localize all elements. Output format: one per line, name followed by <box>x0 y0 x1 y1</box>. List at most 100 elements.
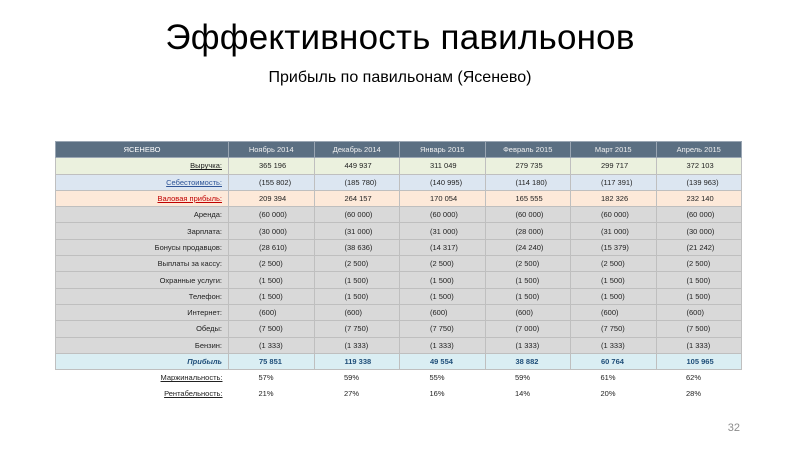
table-cell: (31 000) <box>399 222 486 240</box>
row-label: Выплаты за кассу: <box>55 255 229 273</box>
row-label: Аренда: <box>55 206 229 224</box>
table-cell: 57% <box>228 369 314 386</box>
table-cell: (1 333) <box>313 336 400 354</box>
table-cell: (600) <box>399 303 486 322</box>
table-cell: (2 500) <box>484 255 571 273</box>
row-label: Интернет: <box>55 303 229 322</box>
table-cell: 365 196 <box>228 157 315 175</box>
table-cell: (7 750) <box>399 320 486 338</box>
table-cell: (1 500) <box>484 287 571 305</box>
table-row-internet: Интернет: (600) (600) (600) (600) (600) … <box>55 303 742 322</box>
table-cell: 182 326 <box>570 189 657 208</box>
table-cell: (7 000) <box>484 320 571 338</box>
table-cell: (1 500) <box>228 287 315 305</box>
table-cell: 21% <box>228 385 314 401</box>
table-cell: (600) <box>228 303 315 322</box>
row-label: Зарплата: <box>55 222 229 240</box>
row-label: Прибыль <box>55 352 229 371</box>
table-cell: (1 500) <box>313 287 400 305</box>
page-subtitle: Прибыль по павильонам (Ясенево) <box>268 69 532 86</box>
table-cell: (1 500) <box>570 271 657 289</box>
table-cell: 279 735 <box>484 157 571 175</box>
table-cell: 311 049 <box>399 157 486 175</box>
table-cell: (60 000) <box>484 206 571 224</box>
table-cell: 16% <box>399 385 485 401</box>
table-cell: 38 882 <box>484 352 571 371</box>
table-row-margin: Маржинальность: 57% 59% 55% 59% 61% 62% <box>55 369 742 386</box>
table-cell: 165 555 <box>484 189 571 208</box>
table-cell: 49 554 <box>399 352 486 371</box>
table-cell: (60 000) <box>313 206 400 224</box>
table-cell: (30 000) <box>228 222 315 240</box>
table-cell: 14% <box>485 385 571 401</box>
table-cell: (1 333) <box>484 336 571 354</box>
table-row-seller-bonuses: Бонусы продавцов: (28 610) (38 636) (14 … <box>55 238 742 257</box>
table-cell: 75 851 <box>228 352 315 371</box>
table-cell: 449 937 <box>313 157 400 175</box>
table-cell: (21 242) <box>655 238 742 257</box>
column-header: Декабрь 2014 <box>313 140 400 159</box>
table-cell: (155 802) <box>228 173 315 191</box>
table-cell: (60 000) <box>570 206 657 224</box>
table-cell: 170 054 <box>399 189 486 208</box>
table-cell: 59% <box>485 369 571 386</box>
table-cell: (7 500) <box>228 320 315 338</box>
table-cell: (1 500) <box>399 271 486 289</box>
column-header: Февраль 2015 <box>484 140 571 159</box>
table-cell: 232 140 <box>655 189 742 208</box>
row-label: Маржинальность: <box>55 369 229 386</box>
page-title: Эффективность павильонов <box>165 18 635 57</box>
table-cell: (7 750) <box>570 320 657 338</box>
table-cell: (2 500) <box>399 255 486 273</box>
slide-number: 32 <box>727 422 740 434</box>
table-row-profitability: Рентабельность: 21% 27% 16% 14% 20% 28% <box>55 385 742 401</box>
table-cell: (1 333) <box>655 336 742 354</box>
table-cell: (28 610) <box>228 238 315 257</box>
column-header: Март 2015 <box>570 140 657 159</box>
table-cell: 62% <box>656 369 742 386</box>
table-row-cost: Себестоимость: (155 802) (185 780) (140 … <box>55 173 742 191</box>
row-label: Валовая прибыль: <box>55 189 229 208</box>
table-cell: (1 500) <box>313 271 400 289</box>
table-cell: 105 965 <box>655 352 742 371</box>
table-cell: (600) <box>655 303 742 322</box>
table-cell: (1 500) <box>655 271 742 289</box>
column-header: Ноябрь 2014 <box>228 140 315 159</box>
table-cell: (139 963) <box>655 173 742 191</box>
table-row-salary: Зарплата: (30 000) (31 000) (31 000) (28… <box>55 222 742 240</box>
table-cell: (15 379) <box>570 238 657 257</box>
table-cell: 27% <box>314 385 400 401</box>
table-cell: (30 000) <box>655 222 742 240</box>
table-cell: 61% <box>570 369 656 386</box>
table-cell: 372 103 <box>655 157 742 175</box>
column-header: Апрель 2015 <box>655 140 742 159</box>
row-label: Охранные услуги: <box>55 271 229 289</box>
table-cell: 209 394 <box>228 189 315 208</box>
table-cell: (60 000) <box>655 206 742 224</box>
table-cell: (31 000) <box>313 222 400 240</box>
table-header-row: ЯСЕНЕВО Ноябрь 2014 Декабрь 2014 Январь … <box>55 140 742 159</box>
table-cell: (7 500) <box>655 320 742 338</box>
table-cell: (2 500) <box>313 255 400 273</box>
table-row-gross-profit: Валовая прибыль: 209 394 264 157 170 054… <box>55 189 742 208</box>
table-cell: (185 780) <box>313 173 400 191</box>
table-cell: (600) <box>484 303 571 322</box>
table-cell: 60 764 <box>570 352 657 371</box>
table-cell: (14 317) <box>399 238 486 257</box>
table-cell: (2 500) <box>570 255 657 273</box>
table-cell: (7 750) <box>313 320 400 338</box>
table-cell: (1 500) <box>228 271 315 289</box>
row-label: Бензин: <box>55 336 229 354</box>
table-cell: (1 333) <box>399 336 486 354</box>
table-cell: (31 000) <box>570 222 657 240</box>
table-cell: (1 333) <box>228 336 315 354</box>
table-cell: 55% <box>399 369 485 386</box>
table-cell: (114 180) <box>484 173 571 191</box>
table-cell: (38 636) <box>313 238 400 257</box>
table-cell: (1 500) <box>570 287 657 305</box>
table-corner-label: ЯСЕНЕВО <box>55 140 229 159</box>
table-cell: (1 500) <box>399 287 486 305</box>
table-row-lunches: Обеды: (7 500) (7 750) (7 750) (7 000) (… <box>55 320 742 338</box>
column-header: Январь 2015 <box>399 140 486 159</box>
table-cell: (2 500) <box>228 255 315 273</box>
